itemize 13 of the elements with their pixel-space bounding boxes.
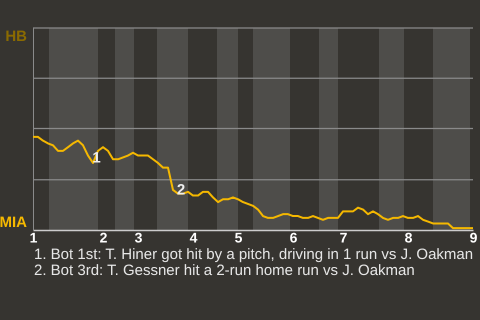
x-tick-label: 4	[190, 230, 198, 246]
text: MIA	[0, 214, 28, 231]
x-tick-label: 1	[30, 230, 38, 246]
text: 2. Bot 3rd: T. Gessner hit a 2-run home run vs J. Oakman	[34, 262, 415, 279]
text: 1. Bot 1st: T. Hiner got hit by a pitch, driving in 1 run vs J. Oakman	[34, 246, 474, 263]
x-tick-label: 8	[404, 230, 413, 246]
x-tick-label: 3	[134, 230, 143, 246]
x-tick-label: 6	[290, 230, 298, 246]
text: HB	[5, 28, 28, 45]
x-tick-label: 9	[470, 230, 478, 246]
x-tick-label: 7	[340, 230, 348, 246]
x-tick-label: 5	[234, 230, 243, 246]
x-tick-label: 2	[100, 230, 108, 246]
